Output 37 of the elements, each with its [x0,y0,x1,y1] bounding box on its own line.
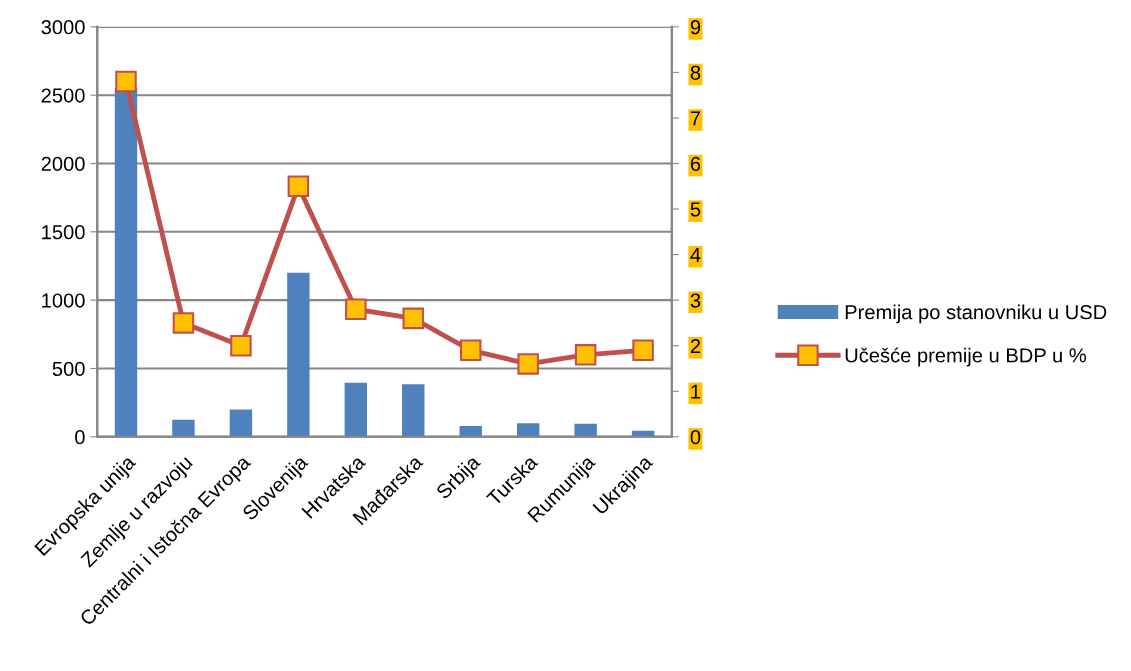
y2-tick-label: 6 [690,156,701,171]
y-tick-label: 500 [52,361,85,376]
point [402,307,425,330]
y2-tick-label: 0 [690,430,701,445]
bar [402,384,425,437]
bar [574,423,597,437]
bar [229,409,253,437]
point [345,298,367,321]
y-tick-label: 1500 [42,225,85,240]
bar [459,425,482,437]
point [287,175,310,198]
point [172,312,195,334]
point [459,339,482,362]
y-tick-label: 2000 [41,156,85,171]
bar [344,382,368,437]
legend-label: Premija po stanovniku u USD [845,304,1107,324]
y2-tick-label: 2 [690,338,701,354]
bar [172,419,195,437]
y-tick-label: 0 [75,430,85,445]
point [230,334,252,357]
y2-tick-label: 1 [691,384,701,399]
y2-tick-label: 3 [690,293,701,308]
y2-tick-label: 4 [690,248,701,262]
bar [287,272,310,437]
y-tick-label: 2500 [41,88,85,103]
y2-tick-label: 5 [690,202,701,217]
y2-tick-label: 7 [690,111,701,126]
y-tick-label: 1000 [42,293,85,308]
y2-tick-label: 8 [690,65,701,80]
point [574,344,597,366]
y2-tick-label: 9 [690,20,701,35]
y-tick-label: 3000 [41,20,85,35]
bar [516,423,540,437]
point [632,339,654,362]
legend-label: Učešće premije u BDP u % [845,347,1086,367]
point [517,353,539,375]
point [115,70,137,93]
